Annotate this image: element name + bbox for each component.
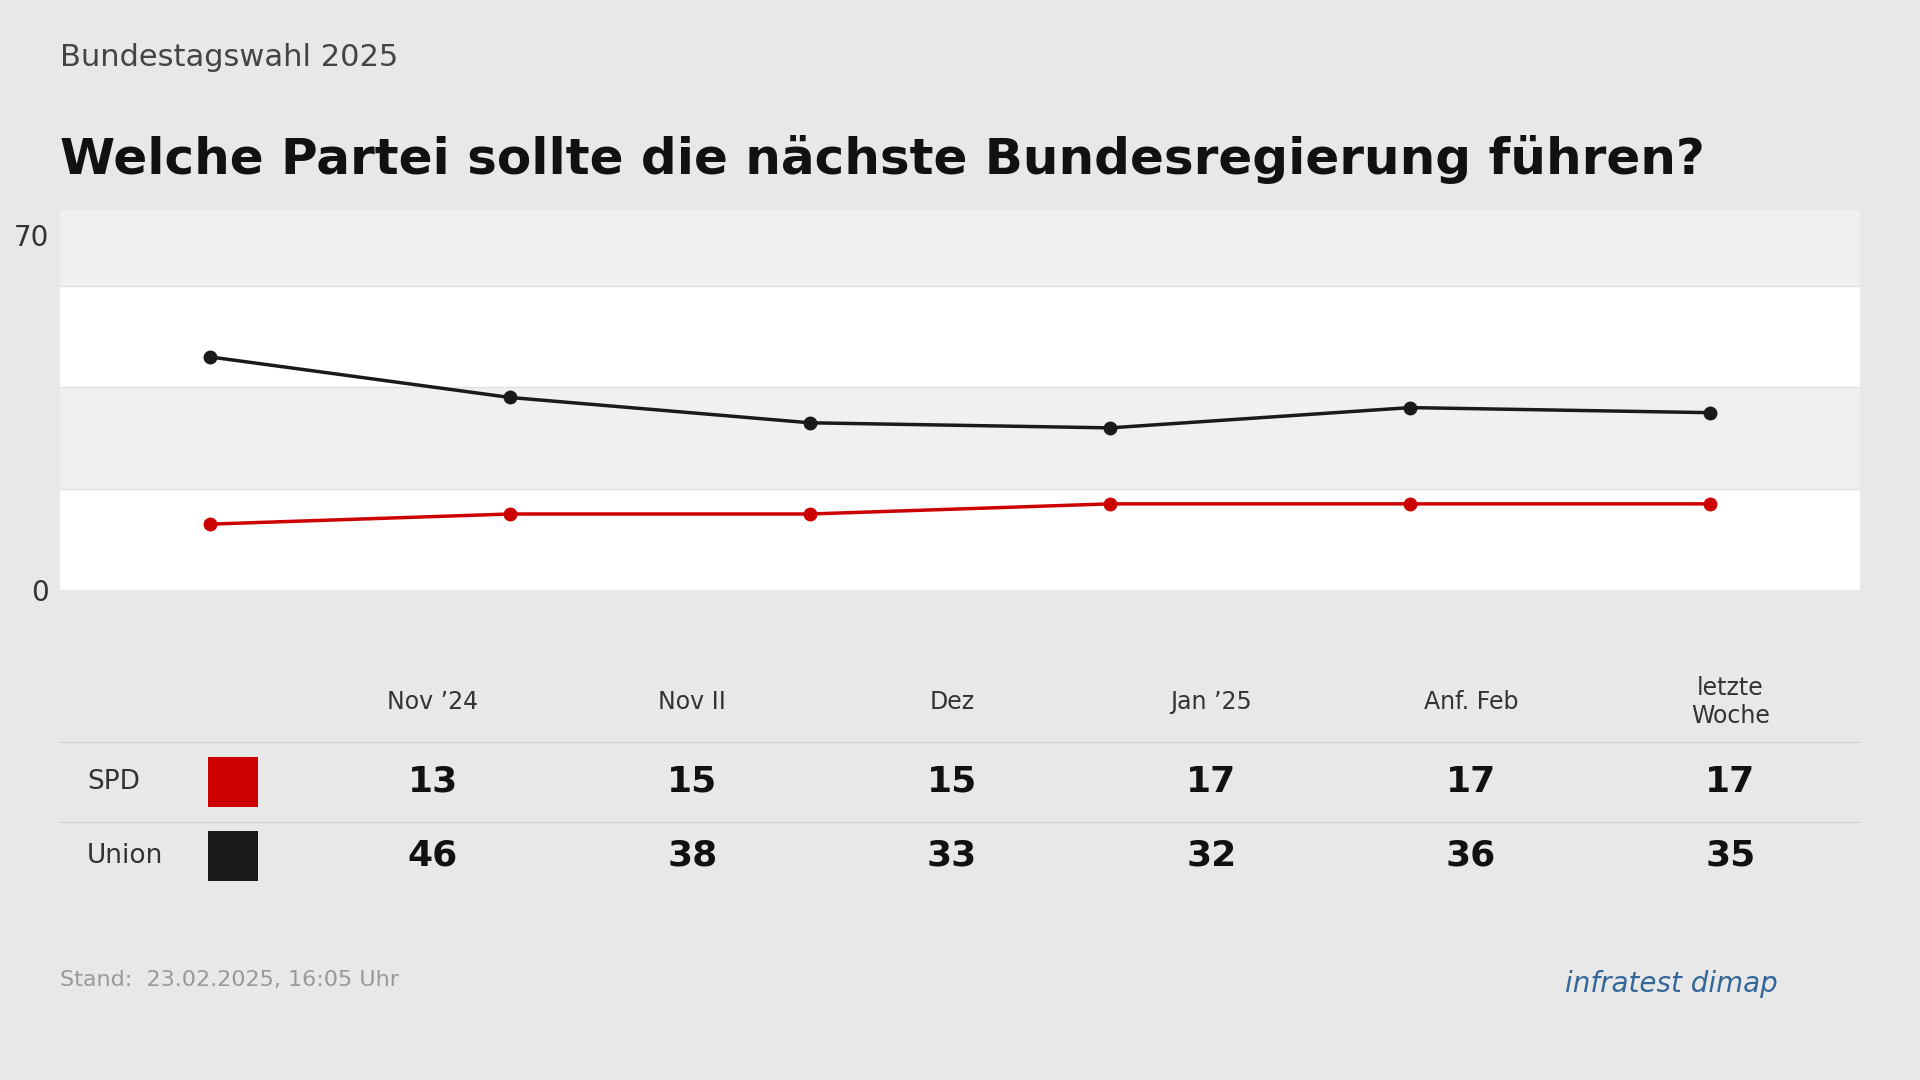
Bar: [60, 488, 1860, 590]
Text: 15: 15: [666, 765, 718, 799]
Text: 35: 35: [1705, 839, 1755, 873]
Text: Welche Partei sollte die nächste Bundesregierung führen?: Welche Partei sollte die nächste Bundesr…: [60, 135, 1705, 184]
Text: 13: 13: [407, 765, 457, 799]
Bar: [60, 210, 1860, 286]
Text: 46: 46: [407, 839, 457, 873]
Text: 36: 36: [1446, 839, 1496, 873]
Text: SPD: SPD: [86, 769, 140, 795]
Text: letzte
Woche: letzte Woche: [1692, 676, 1770, 728]
Text: 38: 38: [666, 839, 718, 873]
Text: 17: 17: [1705, 765, 1755, 799]
Text: Stand:  23.02.2025, 16:05 Uhr: Stand: 23.02.2025, 16:05 Uhr: [60, 970, 399, 990]
Text: 32: 32: [1187, 839, 1236, 873]
Bar: [207, 757, 257, 807]
Text: 17: 17: [1187, 765, 1236, 799]
Text: Bundestagswahl 2025: Bundestagswahl 2025: [60, 43, 397, 72]
Bar: [60, 388, 1860, 488]
Bar: [60, 286, 1860, 388]
Text: Nov ’24: Nov ’24: [388, 690, 478, 714]
Text: 33: 33: [927, 839, 977, 873]
Text: Jan ’25: Jan ’25: [1171, 690, 1252, 714]
Text: Anf. Feb: Anf. Feb: [1423, 690, 1519, 714]
Text: 15: 15: [927, 765, 977, 799]
Text: 17: 17: [1446, 765, 1496, 799]
Bar: [207, 832, 257, 881]
Text: Nov II: Nov II: [659, 690, 726, 714]
Text: Dez: Dez: [929, 690, 973, 714]
Text: Union: Union: [86, 843, 163, 869]
Text: infratest dimap: infratest dimap: [1565, 970, 1778, 998]
